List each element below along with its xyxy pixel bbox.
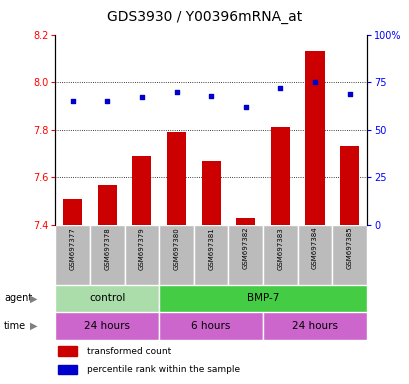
Text: GSM697379: GSM697379 <box>139 227 144 270</box>
Text: ▶: ▶ <box>29 293 37 303</box>
Point <box>346 91 352 97</box>
Point <box>104 98 110 104</box>
Bar <box>270 127 289 225</box>
Text: GSM697377: GSM697377 <box>70 227 76 270</box>
Text: GSM697384: GSM697384 <box>311 227 317 270</box>
Bar <box>90 225 124 285</box>
Bar <box>63 199 82 225</box>
Text: percentile rank within the sample: percentile rank within the sample <box>86 365 239 374</box>
Bar <box>159 312 263 340</box>
Bar <box>55 312 159 340</box>
Bar <box>201 161 220 225</box>
Point <box>311 79 317 85</box>
Point <box>173 89 180 95</box>
Bar <box>55 285 159 312</box>
Bar <box>332 225 366 285</box>
Point <box>207 93 214 99</box>
Bar <box>58 346 77 356</box>
Text: GSM697380: GSM697380 <box>173 227 179 270</box>
Text: GSM697382: GSM697382 <box>242 227 248 270</box>
Bar <box>132 156 151 225</box>
Text: agent: agent <box>4 293 32 303</box>
Text: 6 hours: 6 hours <box>191 321 230 331</box>
Text: 24 hours: 24 hours <box>84 321 130 331</box>
Bar <box>124 225 159 285</box>
Bar <box>297 225 332 285</box>
Bar <box>339 146 358 225</box>
Bar <box>305 51 324 225</box>
Text: transformed count: transformed count <box>86 347 170 356</box>
Text: BMP-7: BMP-7 <box>246 293 279 303</box>
Bar <box>159 225 193 285</box>
Bar <box>263 225 297 285</box>
Bar <box>55 225 90 285</box>
Bar <box>228 225 263 285</box>
Text: GSM697381: GSM697381 <box>208 227 213 270</box>
Text: ▶: ▶ <box>29 321 37 331</box>
Point <box>242 104 248 110</box>
Point <box>138 94 145 101</box>
Bar <box>159 285 366 312</box>
Point <box>69 98 76 104</box>
Bar <box>263 312 366 340</box>
Text: GSM697383: GSM697383 <box>277 227 283 270</box>
Point <box>276 85 283 91</box>
Bar <box>58 365 77 374</box>
Bar <box>166 132 186 225</box>
Bar <box>193 225 228 285</box>
Text: 24 hours: 24 hours <box>291 321 337 331</box>
Text: control: control <box>89 293 125 303</box>
Text: GDS3930 / Y00396mRNA_at: GDS3930 / Y00396mRNA_at <box>107 10 302 23</box>
Text: GSM697378: GSM697378 <box>104 227 110 270</box>
Text: GSM697385: GSM697385 <box>346 227 352 270</box>
Bar <box>236 218 255 225</box>
Bar <box>97 185 117 225</box>
Text: time: time <box>4 321 26 331</box>
